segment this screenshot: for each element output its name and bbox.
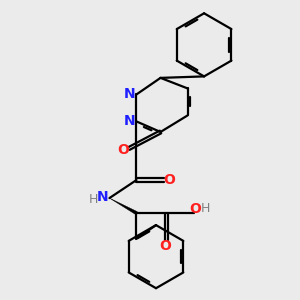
Polygon shape [110,198,137,214]
Text: N: N [124,115,136,128]
Text: N: N [97,190,109,204]
Text: H: H [89,193,98,206]
Text: O: O [189,202,201,216]
Text: O: O [163,173,175,187]
Text: O: O [159,238,171,253]
Text: O: O [118,143,130,157]
Text: H: H [200,202,210,215]
Text: N: N [124,87,136,101]
